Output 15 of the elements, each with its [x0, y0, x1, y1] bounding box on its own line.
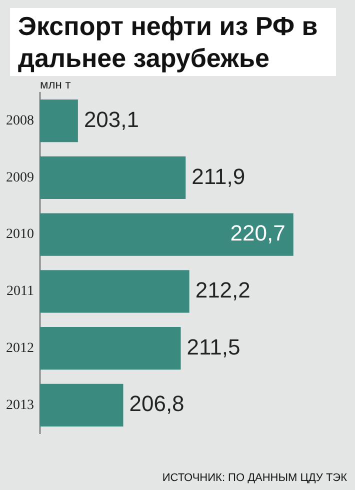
data-label: 220,7: [230, 220, 286, 246]
data-label: 206,8: [129, 391, 184, 416]
y-tick-label: 2010: [6, 227, 34, 242]
y-tick-label: 2013: [6, 398, 34, 413]
data-label: 211,9: [192, 164, 246, 189]
x-axis-title: млн т: [40, 78, 72, 92]
chart-title: Экспорт нефти из РФ в дальнее зарубежье: [10, 8, 336, 76]
data-label: 211,5: [186, 334, 240, 360]
y-tick-label: 2012: [6, 340, 34, 356]
text: ИСТОЧНИК: ПО ДАННЫМ ЦДУ ТЭК: [162, 472, 347, 484]
y-tick-label: 2011: [6, 284, 34, 300]
data-label: 212,2: [195, 277, 250, 302]
y-tick-label: 2008: [6, 114, 34, 129]
y-tick-label: 2009: [6, 170, 34, 186]
data-label: 203,1: [84, 106, 140, 132]
